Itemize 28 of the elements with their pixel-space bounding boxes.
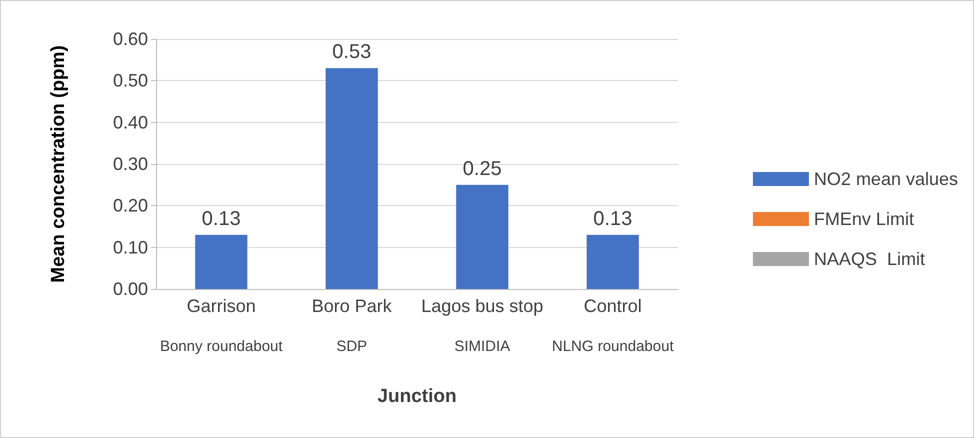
legend-label: FMEnv Limit xyxy=(814,209,914,229)
bar xyxy=(326,68,378,289)
data-label: 0.13 xyxy=(593,208,632,230)
legend-label: NO2 mean values xyxy=(814,169,958,189)
y-tick-label: 0.50 xyxy=(112,70,148,91)
bar xyxy=(195,234,248,289)
x-tick-label: Control xyxy=(584,296,642,316)
x-tick-label: Lagos bus stop xyxy=(421,296,544,316)
y-axis-title: Mean concentration (ppm) xyxy=(48,45,69,283)
x-tick-label: Garrison xyxy=(186,296,256,316)
data-label: 0.25 xyxy=(462,158,502,180)
y-tick-label: 0.20 xyxy=(112,196,148,216)
y-tick-label: 0.40 xyxy=(112,112,148,132)
text: SDP xyxy=(336,338,368,355)
bar xyxy=(456,184,508,289)
data-label: 0.53 xyxy=(332,41,372,64)
y-tick-label: 0.30 xyxy=(112,154,148,174)
y-tick-label: 0.10 xyxy=(112,237,148,258)
data-label: 0.13 xyxy=(202,208,241,230)
y-tick-label: 0.00 xyxy=(112,279,148,299)
text: NLNG roundabout xyxy=(552,338,674,355)
legend-label: NAAQS Limit xyxy=(814,249,925,269)
y-tick-label: 0.60 xyxy=(112,29,148,49)
text: SIMIDIA xyxy=(454,338,510,355)
x-tick-label: Boro Park xyxy=(312,296,393,316)
bar xyxy=(586,234,639,289)
x-axis-title: Junction xyxy=(377,386,457,407)
text: Bonny roundabout xyxy=(160,338,284,355)
